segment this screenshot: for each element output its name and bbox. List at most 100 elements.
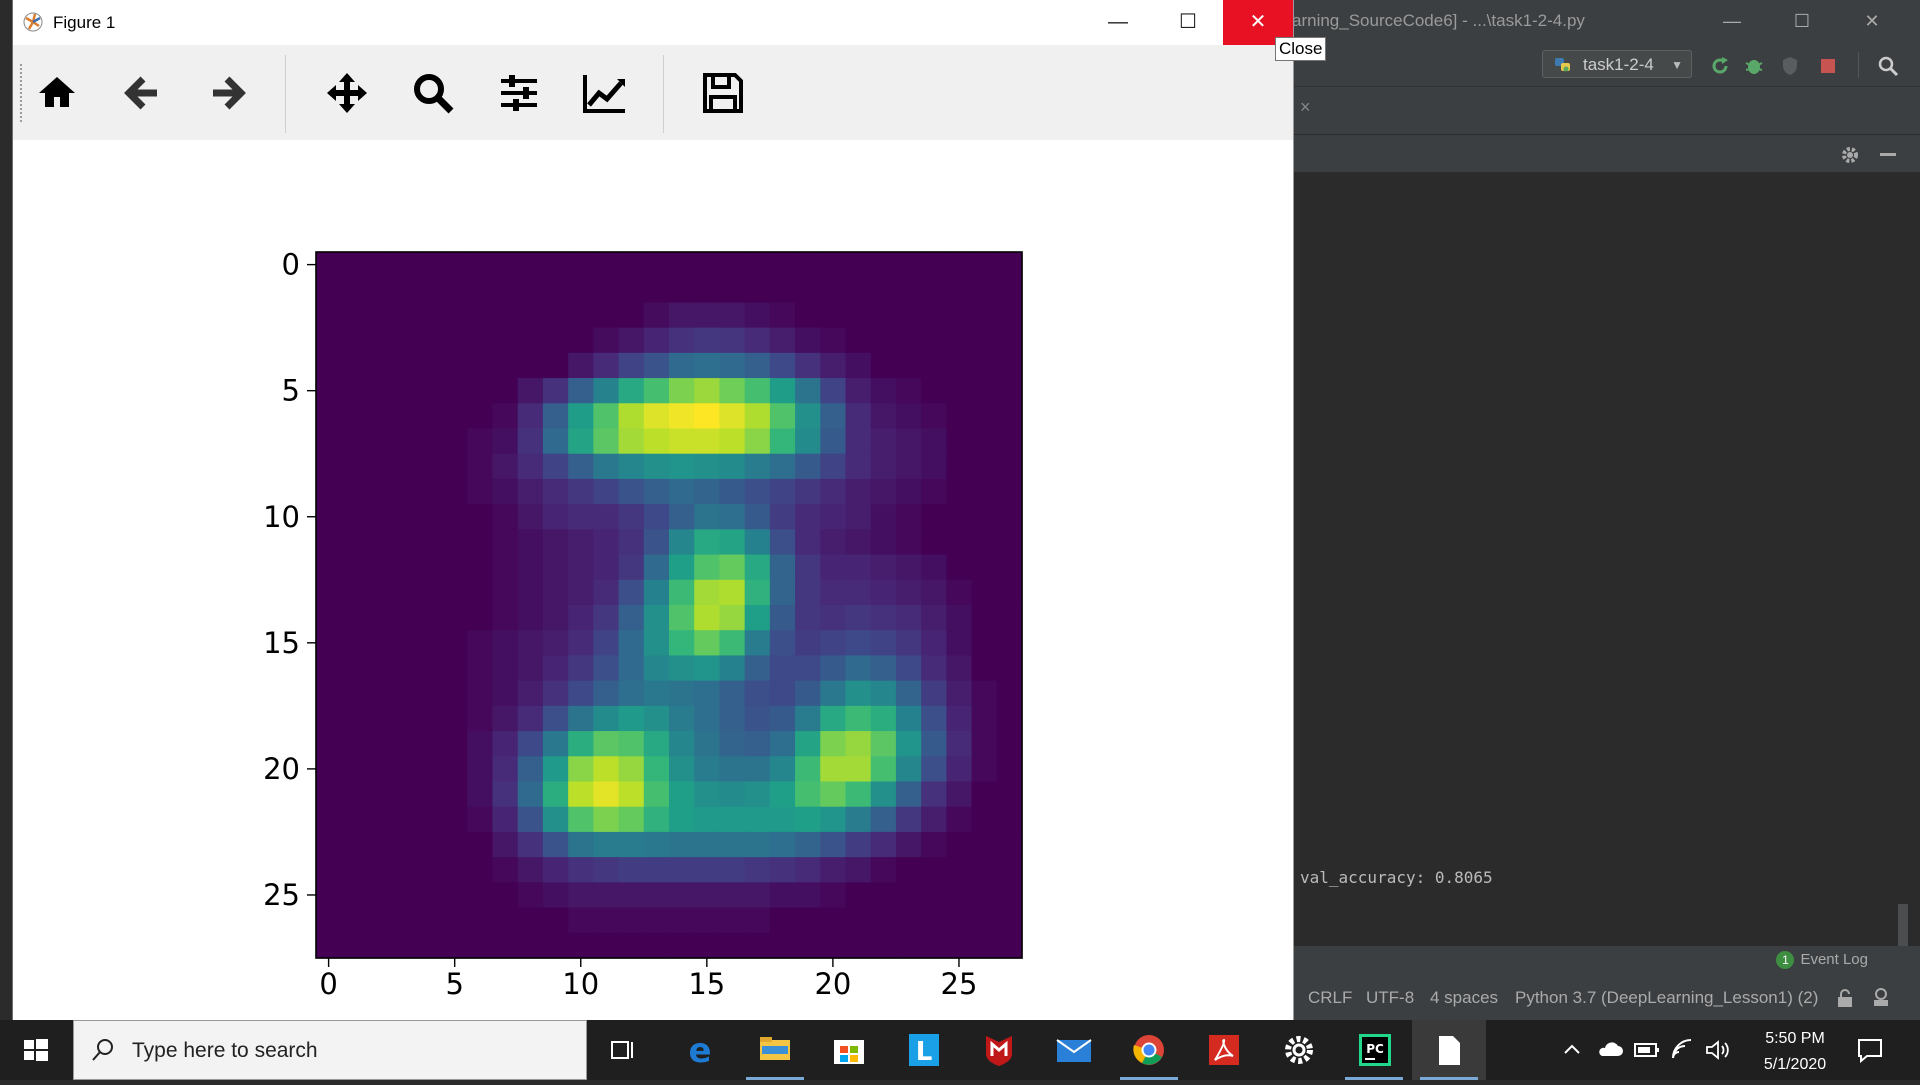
heatmap-cell [416, 428, 443, 455]
tab-close-icon[interactable]: × [1300, 97, 1311, 117]
mail-icon[interactable] [1037, 1020, 1111, 1080]
ide-minimize-button[interactable]: — [1723, 11, 1741, 31]
rerun-icon[interactable] [1708, 54, 1732, 78]
heatmap-cell [921, 680, 947, 707]
mcafee-icon[interactable] [962, 1020, 1036, 1080]
heatmap-cell [719, 478, 746, 505]
heatmap-cell [971, 756, 998, 783]
wifi-icon[interactable] [1670, 1038, 1696, 1062]
heatmap-cell [467, 529, 494, 556]
lock-icon[interactable] [1836, 988, 1854, 1008]
heatmap-cell [820, 731, 847, 757]
inspector-icon[interactable] [1870, 986, 1892, 1008]
heatmap-cell [593, 554, 620, 581]
windows-start-icon[interactable] [0, 1020, 70, 1080]
heatmap-cell [517, 554, 544, 581]
heatmap-cell [416, 504, 443, 530]
event-log-button[interactable]: 1 Event Log [1776, 951, 1868, 969]
acrobat-icon[interactable] [1187, 1020, 1261, 1080]
heatmap-cell [971, 428, 998, 455]
store-icon[interactable] [812, 1020, 886, 1080]
stop-icon[interactable] [1816, 54, 1840, 78]
heatmap-cell [996, 756, 1023, 783]
heatmap-cell [946, 378, 973, 404]
heatmap-cell [921, 378, 947, 404]
heatmap-cell [442, 504, 468, 530]
heatmap-cell [996, 781, 1023, 808]
gear-icon[interactable] [1840, 145, 1860, 165]
heatmap-cell [946, 453, 973, 480]
file-explorer-icon[interactable] [738, 1020, 812, 1080]
heatmap-cell [669, 529, 695, 556]
figure-maximize-button[interactable]: ☐ [1179, 11, 1197, 33]
heatmap-cell [996, 932, 1023, 959]
encoding-indicator[interactable]: UTF-8 [1366, 988, 1415, 1007]
heatmap-cell [467, 756, 494, 783]
l-app-icon[interactable]: L [887, 1020, 961, 1080]
home-icon[interactable] [33, 69, 81, 117]
toolbar-grip[interactable] [19, 63, 23, 123]
heatmap-cell [719, 554, 746, 581]
heatmap-cell [416, 252, 443, 278]
heatmap-cell [416, 907, 443, 934]
indent-indicator[interactable]: 4 spaces [1430, 988, 1499, 1007]
heatmap-cell [795, 277, 821, 304]
minimize-panel-icon[interactable] [1880, 153, 1896, 156]
event-log-count-badge: 1 [1776, 951, 1795, 969]
onedrive-cloud-icon[interactable] [1596, 1038, 1624, 1062]
volume-icon[interactable] [1704, 1038, 1730, 1062]
pycharm-icon[interactable]: PC [1337, 1020, 1411, 1080]
interpreter-indicator[interactable]: Python 3.7 (DeepLearning_Lesson1) (2) [1515, 988, 1819, 1007]
run-console[interactable]: val_accuracy: 0.8065 [1290, 172, 1920, 946]
heatmap-cell [669, 907, 695, 934]
console-scrollbar[interactable] [1898, 904, 1908, 946]
edit-axes-chart-icon[interactable] [581, 69, 629, 117]
heatmap-cell [971, 932, 998, 959]
run-configuration-dropdown[interactable]: task1-2-4 ▼ [1542, 50, 1692, 78]
heatmap-cell [795, 252, 821, 278]
chrome-icon[interactable] [1112, 1020, 1186, 1080]
edge-icon[interactable]: e [663, 1020, 737, 1080]
chevron-up-icon[interactable] [1560, 1038, 1584, 1062]
notepad-icon[interactable] [1412, 1020, 1486, 1080]
heatmap-cell [416, 705, 443, 732]
heatmap-cell [643, 680, 670, 707]
zoom-magnifier-icon[interactable] [409, 69, 457, 117]
heatmap-cell [870, 680, 897, 707]
debug-bug-icon[interactable] [1742, 54, 1766, 78]
heatmap-cell [744, 554, 771, 581]
heatmap-cell [391, 806, 418, 833]
battery-icon[interactable] [1634, 1040, 1660, 1060]
heatmap-cell [316, 882, 342, 909]
heatmap-cell [820, 327, 847, 354]
save-floppy-icon[interactable] [699, 69, 747, 117]
heatmap-cell [795, 352, 821, 379]
heatmap-plot: 0 5 10 15 20 25 0 5 10 15 20 25 [263, 248, 1023, 1001]
heatmap-cell [669, 478, 695, 505]
figure-canvas[interactable]: 0 5 10 15 20 25 0 5 10 15 20 25 [13, 140, 1293, 1020]
task-view-icon[interactable] [586, 1020, 660, 1080]
search-icon[interactable] [1876, 54, 1900, 78]
notification-icon[interactable] [1856, 1036, 1884, 1064]
heatmap-cell [971, 378, 998, 404]
figure-minimize-button[interactable]: — [1108, 11, 1128, 33]
line-separator-indicator[interactable]: CRLF [1308, 988, 1353, 1007]
taskbar-search-box[interactable]: Type here to search [73, 1020, 587, 1080]
heatmap-cell [921, 352, 947, 379]
heatmap-cell [996, 705, 1023, 732]
heatmap-cell [921, 605, 947, 631]
heatmap-cell [416, 806, 443, 833]
subplots-sliders-icon[interactable] [495, 69, 543, 117]
heatmap-cell [341, 378, 368, 404]
heatmap-cell [643, 806, 670, 833]
settings-icon[interactable] [1262, 1020, 1336, 1080]
ide-close-button[interactable]: ✕ [1864, 11, 1880, 31]
forward-arrow-icon[interactable] [203, 69, 251, 117]
pan-move-icon[interactable] [323, 69, 371, 117]
clock[interactable]: 5:50 PM 5/1/2020 [1755, 1026, 1835, 1078]
back-arrow-icon[interactable] [119, 69, 167, 117]
heatmap-cell [341, 327, 368, 354]
ide-maximize-button[interactable]: ☐ [1793, 11, 1811, 31]
coverage-shield-icon[interactable] [1778, 54, 1802, 78]
heatmap-cell [568, 756, 594, 783]
